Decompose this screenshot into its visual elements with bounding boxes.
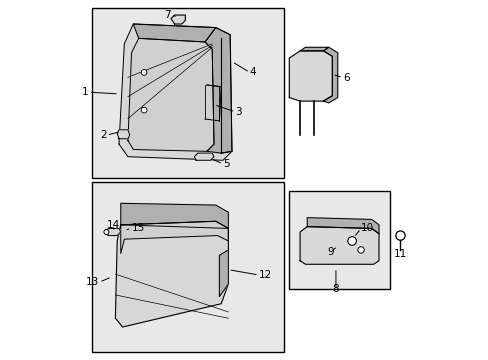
Polygon shape <box>300 47 328 51</box>
Text: 13: 13 <box>86 277 99 287</box>
Text: 9: 9 <box>326 247 333 257</box>
Polygon shape <box>133 24 215 42</box>
Polygon shape <box>171 15 185 24</box>
Circle shape <box>104 229 109 234</box>
Text: 4: 4 <box>249 67 256 77</box>
Polygon shape <box>306 218 378 234</box>
Text: 7: 7 <box>164 10 171 20</box>
Text: 2: 2 <box>100 130 106 140</box>
Text: 12: 12 <box>258 270 271 280</box>
Text: 10: 10 <box>360 224 373 233</box>
Text: 6: 6 <box>343 73 349 83</box>
Polygon shape <box>194 153 214 160</box>
Polygon shape <box>300 226 378 264</box>
Text: 3: 3 <box>235 107 242 117</box>
Text: 15: 15 <box>131 224 144 233</box>
Circle shape <box>357 247 364 253</box>
Circle shape <box>347 237 356 245</box>
Circle shape <box>395 231 405 240</box>
Polygon shape <box>117 130 129 139</box>
Polygon shape <box>219 250 228 297</box>
Polygon shape <box>289 51 332 101</box>
Bar <box>289 191 389 289</box>
Bar <box>92 182 284 352</box>
Polygon shape <box>121 221 228 253</box>
Bar <box>92 8 284 178</box>
Polygon shape <box>204 28 231 153</box>
Polygon shape <box>106 228 121 235</box>
Polygon shape <box>128 39 214 151</box>
Text: 11: 11 <box>393 248 407 258</box>
Polygon shape <box>115 221 228 327</box>
Text: 14: 14 <box>107 220 120 230</box>
Polygon shape <box>121 203 228 228</box>
Text: 1: 1 <box>81 87 88 97</box>
Polygon shape <box>323 47 337 103</box>
Text: 8: 8 <box>332 284 339 294</box>
Text: 5: 5 <box>223 159 229 169</box>
Circle shape <box>141 69 147 75</box>
Polygon shape <box>119 24 231 160</box>
Circle shape <box>141 107 147 113</box>
